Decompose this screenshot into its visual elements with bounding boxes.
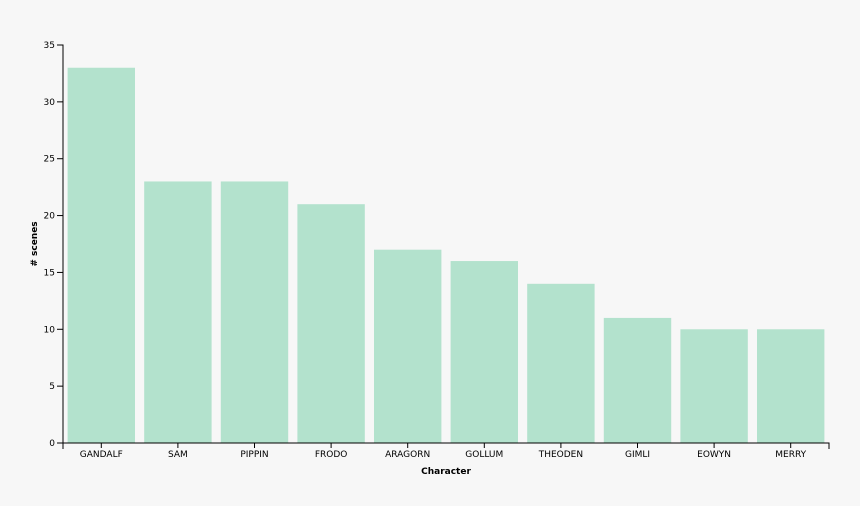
y-tick-label: 25	[44, 155, 55, 165]
x-axis	[62, 442, 830, 449]
x-tick-label: SAM	[168, 450, 188, 460]
y-tick-label: 20	[44, 212, 56, 222]
x-tick-label: FRODO	[315, 450, 348, 460]
x-tick-label: THEODEN	[538, 450, 583, 460]
y-axis-title: # scenes	[30, 221, 40, 266]
y-tick-label: 10	[44, 325, 56, 335]
bar	[756, 329, 825, 443]
bar	[603, 317, 672, 443]
bar	[450, 261, 519, 443]
bar	[67, 67, 136, 443]
x-tick-label: EOWYN	[697, 450, 731, 460]
y-tick-label: 30	[44, 98, 56, 108]
y-tick-label: 15	[44, 268, 55, 278]
x-tick-label: ARAGORN	[385, 450, 430, 460]
y-tick-label: 35	[44, 41, 55, 51]
bar	[527, 283, 595, 443]
x-tick-label: GIMLI	[625, 450, 650, 460]
bar	[373, 249, 442, 443]
x-tick-label: GANDALF	[80, 450, 123, 460]
x-tick-label: GOLLUM	[465, 450, 503, 460]
y-tick-label: 5	[49, 382, 55, 392]
bar	[144, 181, 212, 443]
x-tick-label: MERRY	[775, 450, 806, 460]
bar	[680, 329, 748, 443]
x-tick-label: PIPPIN	[240, 450, 268, 460]
y-axis	[57, 44, 64, 444]
x-axis-title: Character	[421, 467, 471, 477]
bar	[220, 181, 289, 443]
y-tick-label: 0	[49, 439, 55, 449]
bar	[297, 204, 365, 443]
